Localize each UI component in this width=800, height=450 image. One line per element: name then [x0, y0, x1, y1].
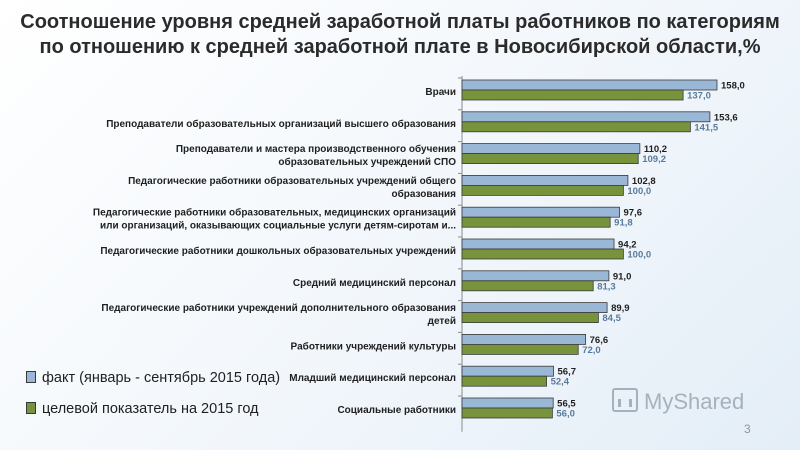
- legend-label-target: целевой показатель на 2015 год: [42, 401, 259, 417]
- data-label-fact: 102,8: [632, 176, 656, 187]
- data-label-target: 100,0: [627, 250, 651, 261]
- category-label: или организаций, оказывающих социальные …: [100, 221, 456, 232]
- bar-fact: [461, 397, 554, 409]
- data-label-target: 84,5: [602, 313, 621, 324]
- bar-target: [461, 375, 547, 387]
- data-label-fact: 89,9: [611, 303, 630, 314]
- data-label-target: 52,4: [551, 377, 570, 388]
- data-label-fact: 153,6: [714, 112, 738, 123]
- category-label: Социальные работники: [337, 404, 456, 416]
- bar-fact: [461, 270, 610, 282]
- category-label: Педагогические работники учреждений допо…: [101, 302, 456, 314]
- data-label-fact: 158,0: [721, 81, 745, 92]
- category-label: образования: [391, 188, 456, 200]
- bar-target: [461, 153, 639, 165]
- category-label: Педагогические работники образовательных…: [93, 207, 456, 219]
- category-label: Младший медицинский персонал: [289, 373, 456, 384]
- data-label-fact: 110,2: [644, 144, 667, 155]
- legend-item-target: целевой показатель на 2015 год: [26, 401, 259, 417]
- legend-swatch-target: [26, 402, 36, 414]
- data-label-target: 141,5: [694, 122, 718, 133]
- legend-label-fact: факт (январь - сентябрь 2015 года): [42, 370, 281, 386]
- data-label-target: 137,0: [687, 91, 711, 102]
- data-label-fact: 56,5: [557, 399, 576, 410]
- data-label-target: 56,0: [556, 409, 575, 420]
- data-label-target: 100,0: [627, 186, 651, 197]
- watermark-logo: MyShared: [612, 388, 744, 415]
- bar-fact: [461, 365, 554, 377]
- bar-target: [461, 184, 624, 196]
- data-label-fact: 91,0: [613, 271, 632, 282]
- bar-target: [461, 343, 579, 355]
- bar-target: [461, 121, 691, 133]
- data-label-target: 109,2: [642, 154, 666, 165]
- page-title-line-1: Соотношение уровня средней заработной пл…: [20, 11, 780, 33]
- data-label-fact: 56,7: [558, 367, 577, 378]
- category-label: Работники учреждений культуры: [291, 340, 456, 352]
- data-label-fact: 97,6: [624, 208, 643, 219]
- category-label: Преподаватели образовательных организаци…: [106, 118, 456, 130]
- bar-fact: [461, 206, 620, 218]
- presentation-icon: [612, 388, 638, 412]
- bar-fact: [461, 143, 641, 155]
- bar-fact: [461, 302, 608, 314]
- category-label: Педагогические работники дошкольных обра…: [100, 245, 456, 257]
- page-number: 3: [744, 422, 751, 436]
- page-title-line-2: по отношению к средней заработной плате …: [39, 36, 761, 58]
- bar-target: [461, 216, 611, 228]
- bar-fact: [461, 174, 629, 186]
- bar-target: [461, 248, 624, 260]
- category-label: Преподаватели и мастера производственног…: [176, 143, 456, 155]
- bar-target: [461, 312, 599, 324]
- bar-target: [461, 407, 553, 419]
- watermark-text: MyShared: [644, 389, 745, 414]
- bar-fact: [461, 79, 718, 91]
- bar-fact: [461, 238, 615, 250]
- data-label-target: 72,0: [582, 345, 601, 356]
- data-label-target: 91,8: [614, 218, 633, 229]
- page-title: Соотношение уровня средней заработной пл…: [20, 10, 780, 60]
- data-label-fact: 94,2: [618, 240, 637, 251]
- category-label: образовательных учреждений СПО: [278, 156, 456, 168]
- legend-item-fact: факт (январь - сентябрь 2015 года): [26, 370, 280, 386]
- bar-fact: [461, 111, 711, 123]
- category-label: Педагогические работники образовательных…: [128, 175, 456, 187]
- category-label: Средний медицинский персонал: [293, 278, 456, 289]
- bar-target: [461, 89, 684, 101]
- category-label: детей: [428, 316, 456, 327]
- legend-swatch-fact: [26, 371, 36, 383]
- bar-target: [461, 280, 594, 292]
- category-label: Врачи: [425, 87, 456, 98]
- bar-fact: [461, 333, 587, 345]
- data-label-fact: 76,6: [590, 335, 609, 346]
- data-label-target: 81,3: [597, 281, 616, 292]
